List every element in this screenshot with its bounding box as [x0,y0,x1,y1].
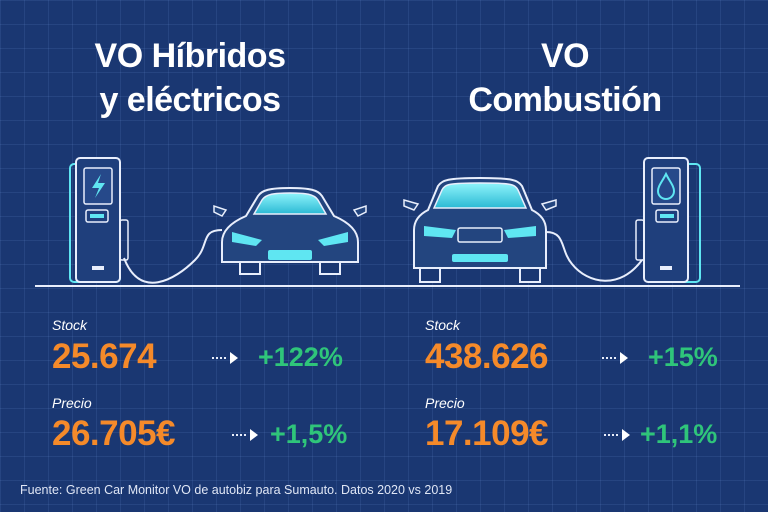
price-value-hybrid: 26.705€ [52,414,176,453]
stock-change-combustion: +15% [648,342,718,372]
arrow-right-icon [604,429,630,441]
fuel-pump [635,157,701,283]
price-change-hybrid: +1,5% [270,419,348,449]
price-change-combustion: +1,1% [640,419,718,449]
stock-label-hybrid: Stock [52,317,88,333]
title-hybrid-electric: VO Híbridos y eléctricos [55,34,325,122]
combustion-car [403,176,557,283]
drop-icon [656,171,676,201]
electric-car [213,186,367,275]
price-label-hybrid: Precio [52,395,92,411]
fuel-hose [545,231,643,282]
stock-value-combustion: 438.626 [425,337,549,376]
price-value-combustion: 17.109€ [425,414,549,453]
lightning-icon [92,174,105,198]
source-footnote: Fuente: Green Car Monitor VO de autobiz … [20,483,453,497]
stock-change-hybrid: +122% [258,342,343,372]
arrow-right-icon [232,429,258,441]
cars-illustration [35,157,740,287]
stock-label-combustion: Stock [425,317,461,333]
ev-charger [69,157,129,283]
title-combustion: VO Combustión [430,34,700,122]
title-hybrid-line2: y eléctricos [99,81,281,119]
arrow-right-icon [602,352,628,364]
arrow-right-icon [212,352,238,364]
price-label-combustion: Precio [425,395,465,411]
charging-cable [123,229,223,284]
title-combustion-line1: VO [540,37,590,75]
stock-value-hybrid: 25.674 [52,337,157,376]
title-hybrid-line1: VO Híbridos [94,37,286,75]
title-combustion-line2: Combustión [468,81,662,119]
